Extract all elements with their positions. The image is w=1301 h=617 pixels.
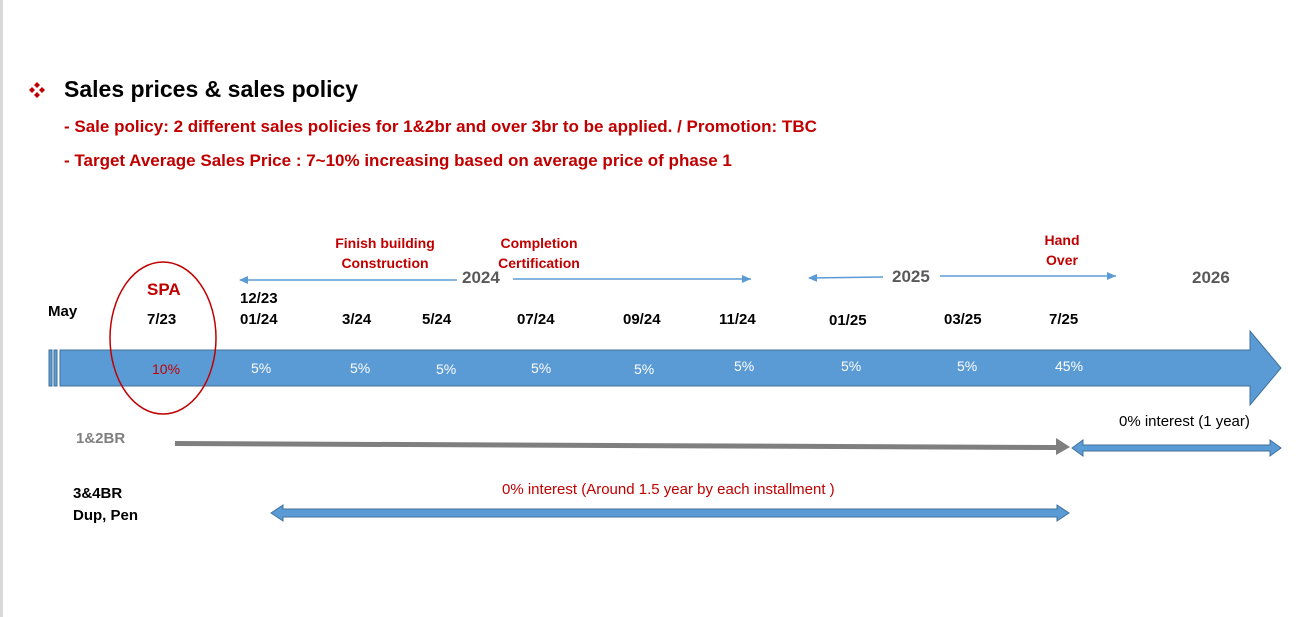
date-label: 03/25 [944, 311, 982, 328]
installment-percent: 5% [841, 358, 862, 374]
event-completion-line-2: Certification [498, 255, 580, 271]
interest-installment-note: 0% interest (Around 1.5 year by each ins… [502, 481, 835, 498]
policy-3-4br-label-line-1: 3&4BR [73, 485, 123, 502]
date-label: 3/24 [342, 311, 372, 328]
event-completion-line-1: Completion [500, 235, 578, 251]
installment-percent: 5% [251, 360, 272, 376]
installment-percent: 5% [734, 358, 755, 374]
date-label: 01/24 [240, 311, 278, 328]
year-2026-label: 2026 [1192, 268, 1230, 287]
installment-percent: 5% [350, 360, 371, 376]
year-2025-arrow [808, 272, 1116, 282]
date-label: 11/24 [719, 311, 756, 328]
installment-percent: 45% [1055, 358, 1084, 374]
policy-3-4br-label-line-2: Dup, Pen [73, 507, 139, 524]
date-label: 7/23 [147, 311, 177, 328]
page-left-rule [0, 0, 3, 617]
date-label: 5/24 [422, 311, 452, 328]
timeline-bar [48, 329, 1282, 407]
year-2024-label: 2024 [462, 268, 500, 287]
event-completion-certification: Completion Certification [484, 233, 594, 273]
spa-label: SPA [147, 280, 181, 299]
event-finish-construction-line-1: Finish building [335, 235, 435, 251]
page-title: Sales prices & sales policy [64, 76, 359, 102]
policy-3-4br-arrow [270, 504, 1070, 522]
policy-3-4br-label: 3&4BR Dup, Pen [73, 483, 138, 527]
installment-percent: 5% [531, 360, 552, 376]
installment-percent: 5% [634, 361, 655, 377]
date-label: 7/25 [1049, 311, 1079, 328]
installment-percent: 5% [436, 361, 457, 377]
policy-1-2br-arrow [175, 438, 1070, 455]
event-handover-line-2: Over [1046, 252, 1078, 268]
event-finish-construction-line-2: Construction [341, 255, 429, 271]
date-label: 09/24 [623, 311, 661, 328]
event-finish-construction: Finish building Construction [325, 233, 445, 273]
installment-percent: 5% [957, 358, 978, 374]
date-label: 07/24 [517, 311, 555, 328]
spa-highlight-ellipse [109, 261, 217, 415]
diamond-bullet-icon [29, 82, 45, 98]
date-label-12-23: 12/23 [240, 290, 278, 307]
start-month-label: May [48, 303, 78, 320]
year-2024-arrow [239, 275, 751, 284]
installment-percent: 10% [152, 361, 181, 377]
event-handover-line-1: Hand [1044, 232, 1080, 248]
sale-policy-line: - Sale policy: 2 different sales policie… [64, 117, 817, 136]
policy-1-2br-label: 1&2BR [76, 430, 126, 447]
interest-1-year-arrow [1071, 439, 1282, 457]
year-2025-label: 2025 [892, 267, 930, 286]
interest-1-year-note: 0% interest (1 year) [1119, 413, 1250, 430]
target-price-line: - Target Average Sales Price : 7~10% inc… [64, 151, 732, 170]
event-handover: Hand Over [1032, 230, 1092, 270]
date-label: 01/25 [829, 312, 867, 329]
